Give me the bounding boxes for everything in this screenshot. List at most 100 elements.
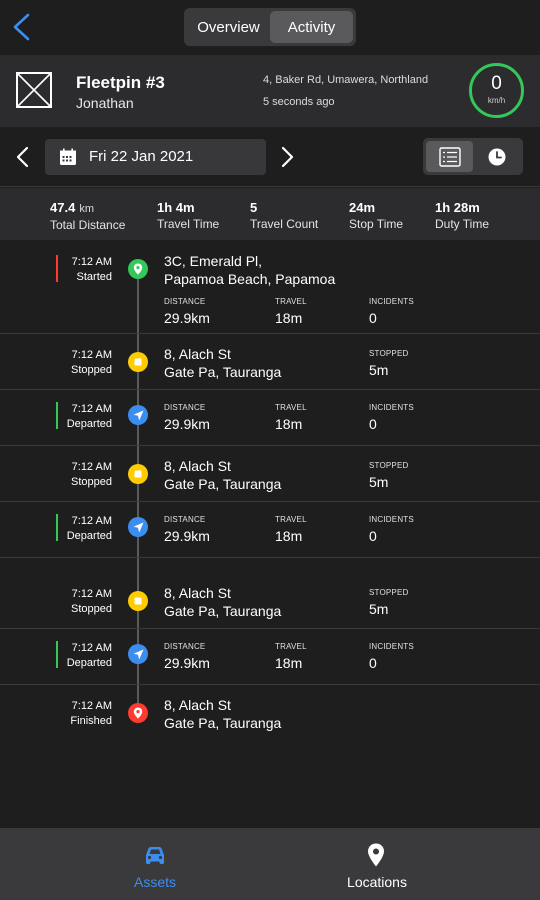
event-time-status: 7:12 AM Departed bbox=[66, 642, 112, 669]
timeline-row-stopped[interactable]: 7:12 AM Stopped 8, Alach St Gate Pa, Taura… bbox=[0, 558, 540, 629]
metric-incidents: INCIDENTS 0 bbox=[369, 515, 414, 544]
event-address: 8, Alach St Gate Pa, Tauranga bbox=[164, 585, 282, 619]
speed-value: 0 bbox=[491, 73, 502, 94]
bottom-navigation: Assets Locations bbox=[0, 828, 540, 900]
metric-incidents: INCIDENTS 0 bbox=[369, 403, 414, 432]
depart-marker bbox=[128, 405, 148, 425]
stop-square-icon bbox=[134, 470, 142, 478]
summary-value: 24m bbox=[349, 200, 376, 215]
summary-value: 1h 4m bbox=[157, 200, 195, 215]
summary-travel-count: 5 Travel Count bbox=[250, 200, 318, 232]
list-icon bbox=[438, 146, 461, 167]
summary-value: 1h 28m bbox=[435, 200, 480, 215]
nav-assets-label: Assets bbox=[133, 874, 176, 890]
summary-label: Total Distance bbox=[50, 218, 126, 232]
trip-summary: 47.4 km Total Distance 1h 4m Travel Time … bbox=[0, 188, 540, 240]
clock-icon bbox=[488, 148, 505, 165]
summary-label: Travel Time bbox=[157, 217, 220, 231]
navigation-arrow-icon bbox=[133, 522, 143, 532]
event-address: 8, Alach St Gate Pa, Tauranga bbox=[164, 697, 282, 731]
car-icon bbox=[146, 847, 164, 864]
calendar-icon bbox=[60, 148, 76, 165]
navigation-arrow-icon bbox=[133, 410, 143, 420]
summary-label: Stop Time bbox=[349, 217, 404, 231]
summary-duty-time: 1h 28m Duty Time bbox=[435, 200, 489, 232]
asset-last-update: 5 seconds ago bbox=[263, 96, 335, 108]
metric-stopped: STOPPED 5m bbox=[369, 349, 409, 378]
summary-unit: km bbox=[79, 203, 94, 215]
stop-marker bbox=[128, 464, 148, 484]
metric-distance: DISTANCE 29.9km bbox=[164, 403, 210, 432]
metric-distance: DISTANCE 29.9km bbox=[164, 297, 210, 326]
status-bar bbox=[56, 255, 58, 282]
selected-date: Fri 22 Jan 2021 bbox=[89, 148, 194, 165]
metric-stopped: STOPPED 5m bbox=[369, 461, 409, 490]
view-mode-toggle bbox=[423, 138, 523, 175]
metric-travel: TRAVEL 18m bbox=[275, 403, 307, 432]
nav-assets[interactable]: Assets bbox=[20, 828, 290, 900]
location-pin-icon bbox=[133, 263, 143, 275]
list-view-button[interactable] bbox=[426, 141, 473, 172]
status-bar bbox=[56, 402, 58, 429]
previous-day-button[interactable] bbox=[14, 145, 32, 169]
metric-distance: DISTANCE 29.9km bbox=[164, 642, 210, 671]
timeline-row-stopped[interactable]: 7:12 AM Stopped 8, Alach St Gate Pa, Taura… bbox=[0, 334, 540, 390]
timeline-row-stopped[interactable]: 7:12 AM Stopped 8, Alach St Gate Pa, Taura… bbox=[0, 446, 540, 502]
top-bar: Overview Activity bbox=[0, 0, 540, 55]
timeline-row-finished[interactable]: 7:12 AM Finished 8, Alach St Gate Pa, Taur… bbox=[0, 685, 540, 745]
event-time-status: 7:12 AM Started bbox=[71, 256, 112, 283]
location-pin-icon bbox=[368, 843, 384, 867]
timeline-row-departed[interactable]: 7:12 AM Departed DISTANCE 29.9km TRAVEL 18m… bbox=[0, 502, 540, 558]
metric-stopped: STOPPED 5m bbox=[369, 588, 409, 617]
speed-gauge: 0 km/h bbox=[469, 63, 524, 118]
finish-marker bbox=[128, 703, 148, 723]
timeline-view-button[interactable] bbox=[473, 141, 520, 172]
status-bar bbox=[56, 514, 58, 541]
metric-incidents: INCIDENTS 0 bbox=[369, 642, 414, 671]
navigation-arrow-icon bbox=[133, 649, 143, 659]
tab-overview[interactable]: Overview bbox=[197, 18, 260, 36]
date-picker[interactable]: Fri 22 Jan 2021 bbox=[45, 139, 266, 175]
next-day-button[interactable] bbox=[278, 145, 296, 169]
back-button[interactable] bbox=[10, 12, 34, 42]
view-segmented-control: Overview Activity bbox=[184, 8, 356, 46]
metric-incidents: INCIDENTS 0 bbox=[369, 297, 414, 326]
speed-unit: km/h bbox=[487, 96, 506, 105]
summary-value: 47.4 bbox=[50, 200, 76, 215]
asset-header[interactable]: Fleetpin #3 Jonathan 4, Baker Rd, Umawer… bbox=[0, 55, 540, 127]
image-placeholder-icon bbox=[16, 72, 52, 108]
stop-marker bbox=[128, 591, 148, 611]
stop-square-icon bbox=[134, 358, 142, 366]
summary-travel-time: 1h 4m Travel Time bbox=[157, 200, 219, 232]
metric-travel: TRAVEL 18m bbox=[275, 297, 307, 326]
stop-marker bbox=[128, 352, 148, 372]
event-time-status: 7:12 AM Stopped bbox=[71, 588, 112, 615]
event-address: 8, Alach St Gate Pa, Tauranga bbox=[164, 458, 282, 492]
event-address: 3C, Emerald Pl, Papamoa Beach, Papamoa bbox=[164, 253, 336, 287]
nav-locations-label: Locations bbox=[347, 874, 407, 890]
summary-label: Duty Time bbox=[435, 217, 490, 231]
depart-marker bbox=[128, 517, 148, 537]
metric-travel: TRAVEL 18m bbox=[275, 642, 307, 671]
timeline-row-departed[interactable]: 7:12 AM Departed DISTANCE 29.9km TRAVEL 18m… bbox=[0, 629, 540, 685]
asset-address: 4, Baker Rd, Umawera, Northland bbox=[263, 74, 429, 86]
summary-stop-time: 24m Stop Time bbox=[349, 200, 403, 232]
event-time-status: 7:12 AM Stopped bbox=[71, 461, 112, 488]
event-time-status: 7:12 AM Departed bbox=[66, 515, 112, 542]
nav-locations[interactable]: Locations bbox=[242, 828, 512, 900]
asset-name: Fleetpin #3 bbox=[76, 73, 165, 92]
asset-driver: Jonathan bbox=[76, 95, 134, 111]
timeline-row-started[interactable]: 7:12 AM Started 3C, Emerald Pl, Papamoa Be… bbox=[0, 240, 540, 334]
tab-activity[interactable]: Activity bbox=[270, 11, 353, 43]
timeline-connector bbox=[137, 268, 139, 714]
chevron-left-icon bbox=[13, 13, 30, 41]
timeline-row-departed[interactable]: 7:12 AM Departed DISTANCE 29.9km TRAVEL 18m… bbox=[0, 390, 540, 446]
date-navigation: Fri 22 Jan 2021 bbox=[0, 127, 540, 187]
metric-distance: DISTANCE 29.9km bbox=[164, 515, 210, 544]
chevron-left-icon bbox=[16, 146, 29, 168]
depart-marker bbox=[128, 644, 148, 664]
location-pin-icon bbox=[133, 707, 143, 719]
summary-total-distance: 47.4 km Total Distance bbox=[50, 200, 125, 233]
event-time-status: 7:12 AM Stopped bbox=[71, 349, 112, 376]
event-time-status: 7:12 AM Finished bbox=[70, 700, 112, 727]
